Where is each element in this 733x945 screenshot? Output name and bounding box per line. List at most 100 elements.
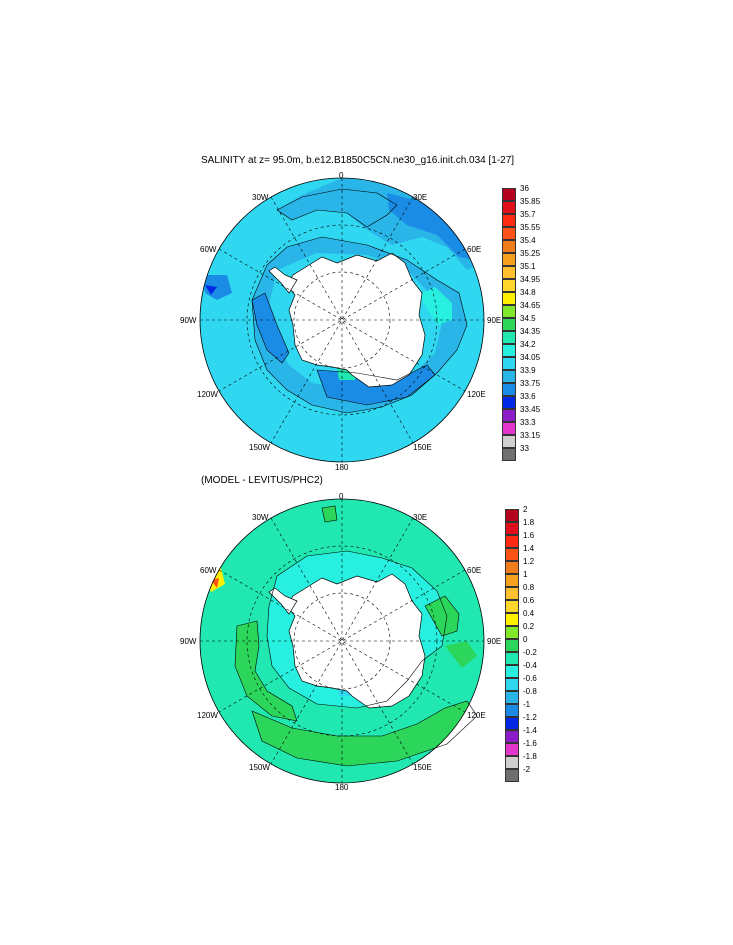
colorbar-swatch [505, 665, 519, 678]
meridian-line [270, 196, 414, 444]
colorbar-label: 36 [520, 184, 529, 193]
colorbar-swatch [505, 652, 519, 665]
colorbar-swatch [505, 535, 519, 548]
colorbar-swatch [502, 266, 516, 279]
colorbar-label: 0 [523, 635, 528, 644]
colorbar-swatch [502, 409, 516, 422]
contour-line [424, 595, 460, 637]
panel1-title: SALINITY at z= 95.0m, b.e12.B1850C5CN.ne… [201, 155, 515, 166]
map-region-pos [445, 641, 477, 668]
meridian-line [218, 569, 466, 713]
lon-label-60e: 60E [467, 566, 482, 575]
panel1-salinity-map [199, 177, 485, 463]
lon-label-60w: 60W [200, 245, 217, 254]
panel2-colorbar: 2 1.8 1.6 1.4 1.2 1 0.8 0.6 0.4 0.2 0 -0.2 -0.4 -0.6 -… [505, 505, 565, 789]
colorbar-label: 0.4 [523, 609, 535, 618]
colorbar-swatch [502, 214, 516, 227]
colorbar-swatch [502, 318, 516, 331]
contour-line [234, 620, 298, 722]
colorbar-swatch [502, 227, 516, 240]
colorbar-swatch [502, 370, 516, 383]
colorbar-label: 0.2 [523, 622, 535, 631]
colorbar-swatch [502, 422, 516, 435]
colorbar-label: 0.6 [523, 596, 535, 605]
colorbar-swatch [502, 188, 516, 201]
lon-label-120e: 120E [467, 711, 486, 720]
colorbar-swatch [505, 678, 519, 691]
colorbar-label: 35.55 [520, 223, 541, 232]
colorbar-swatch [505, 561, 519, 574]
map-border [199, 177, 485, 463]
colorbar-swatch [502, 331, 516, 344]
map-region-pos [425, 596, 459, 636]
lon-label-150e: 150E [413, 763, 432, 772]
colorbar-swatch [502, 279, 516, 292]
lon-label-90e: 90E [487, 637, 502, 646]
colorbar-swatch [502, 357, 516, 370]
contour-line [321, 505, 338, 523]
contour-line [276, 188, 398, 228]
map-region-pos [252, 701, 477, 766]
colorbar-label: 33.6 [520, 392, 536, 401]
colorbar-label: 33.3 [520, 418, 536, 427]
meridian-line [270, 517, 414, 765]
lon-label-60w: 60W [200, 566, 217, 575]
colorbar-label: -1.8 [523, 752, 537, 761]
colorbar-swatch [505, 587, 519, 600]
meridian-line [218, 569, 466, 713]
colorbar-label: 1.8 [523, 518, 535, 527]
colorbar-label: 2 [523, 505, 528, 514]
latitude-circle [293, 271, 391, 369]
colorbar-label: -0.8 [523, 687, 537, 696]
colorbar-label: 34.2 [520, 340, 536, 349]
lon-label-150w: 150W [249, 443, 270, 452]
colorbar-swatch [505, 704, 519, 717]
colorbar-swatch [505, 574, 519, 587]
colorbar-swatch [502, 344, 516, 357]
colorbar-swatch [502, 305, 516, 318]
map-region-pos [322, 506, 337, 522]
colorbar-swatch [505, 730, 519, 743]
meridian-line [270, 517, 414, 765]
colorbar-swatch [502, 396, 516, 409]
lon-label-180: 180 [335, 463, 349, 472]
colorbar-label: 33.75 [520, 379, 541, 388]
colorbar-swatch [505, 639, 519, 652]
colorbar-label: 33 [520, 444, 529, 453]
colorbar-label: -0.4 [523, 661, 537, 670]
lon-label-120e: 120E [467, 390, 486, 399]
colorbar-label: 34.95 [520, 275, 541, 284]
lon-label-0: 0 [339, 171, 344, 180]
colorbar-swatch [502, 253, 516, 266]
colorbar-label: 35.85 [520, 197, 541, 206]
colorbar-label: 34.8 [520, 288, 536, 297]
colorbar-swatch [505, 691, 519, 704]
colorbar-label: 35.25 [520, 249, 541, 258]
colorbar-swatch [505, 600, 519, 613]
colorbar-label: -1.4 [523, 726, 537, 735]
panel1-colorbar: 36 35.85 35.7 35.55 35.4 35.25 35.1 34.95 34.8 34… [502, 184, 562, 468]
antarctic-peninsula [268, 587, 298, 615]
contour-line [316, 364, 436, 406]
lon-label-0: 0 [339, 492, 344, 501]
map-region-33.9 [277, 178, 479, 270]
colorbar-swatch [505, 522, 519, 535]
lon-label-90e: 90E [487, 316, 502, 325]
lon-label-180: 180 [335, 783, 349, 792]
colorbar-label: 34.65 [520, 301, 541, 310]
meridian-line [218, 248, 466, 392]
colorbar-label: 0.8 [523, 583, 535, 592]
colorbar-label: 34.5 [520, 314, 536, 323]
colorbar-swatch [505, 548, 519, 561]
lon-label-30e: 30E [413, 513, 428, 522]
lon-label-150w: 150W [249, 763, 270, 772]
colorbar-swatch [502, 292, 516, 305]
latitude-circle [293, 592, 391, 690]
colorbar-label: -2 [523, 765, 531, 774]
colorbar-label: 34.35 [520, 327, 541, 336]
colorbar-swatch [505, 756, 519, 769]
lon-label-120w: 120W [197, 390, 218, 399]
panel2-title: (MODEL - LEVITUS/PHC2) [201, 475, 323, 486]
colorbar-swatch [505, 743, 519, 756]
lon-label-30w: 30W [252, 513, 269, 522]
